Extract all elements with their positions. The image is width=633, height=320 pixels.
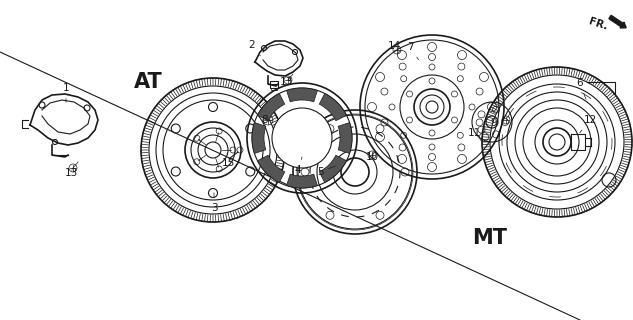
Text: FR.: FR.	[587, 16, 608, 32]
Wedge shape	[338, 123, 352, 154]
Wedge shape	[319, 93, 346, 121]
Text: 13: 13	[279, 77, 292, 87]
Text: AT: AT	[134, 72, 163, 92]
Text: 5: 5	[316, 166, 335, 177]
Circle shape	[272, 108, 332, 168]
Text: 2: 2	[249, 40, 260, 56]
Wedge shape	[287, 174, 318, 188]
Text: 8: 8	[261, 115, 268, 125]
Text: 10: 10	[365, 152, 379, 162]
Text: 9: 9	[491, 118, 503, 128]
Wedge shape	[258, 93, 285, 121]
Wedge shape	[287, 88, 318, 102]
Text: MT: MT	[472, 228, 508, 248]
Text: 13: 13	[65, 168, 78, 178]
Text: 14: 14	[387, 41, 401, 51]
Wedge shape	[258, 155, 285, 182]
Bar	[270, 81, 278, 88]
Text: 3: 3	[211, 193, 217, 213]
Text: 11: 11	[467, 128, 486, 138]
Wedge shape	[319, 155, 346, 182]
Text: 7: 7	[406, 42, 418, 60]
Text: 6: 6	[577, 78, 586, 100]
Text: 15: 15	[222, 158, 235, 168]
Text: 12: 12	[580, 115, 597, 133]
Text: 1: 1	[63, 83, 69, 102]
Text: 4: 4	[295, 157, 302, 175]
FancyArrow shape	[609, 15, 626, 28]
Wedge shape	[252, 123, 266, 154]
